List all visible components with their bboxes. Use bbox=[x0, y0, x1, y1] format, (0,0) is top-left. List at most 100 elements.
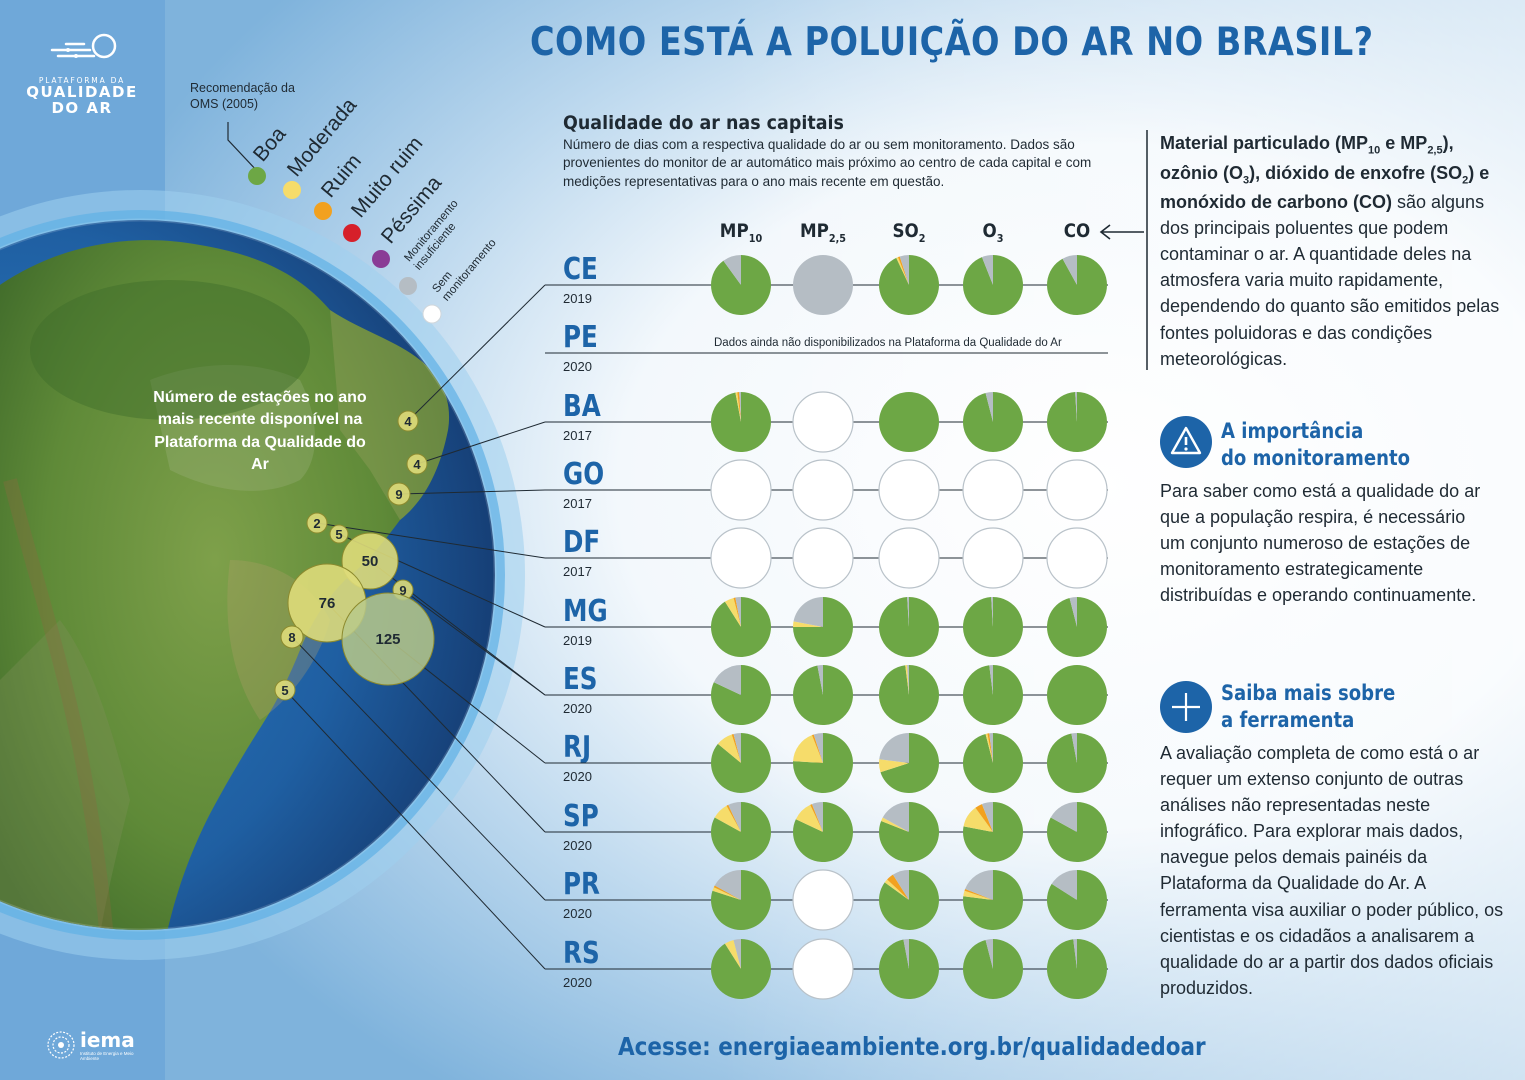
state-label: RS bbox=[563, 936, 600, 971]
pie-slice bbox=[714, 870, 741, 900]
pie-slice bbox=[884, 879, 909, 900]
column-header: MP10 bbox=[710, 220, 772, 245]
pie-slice bbox=[991, 597, 993, 627]
pie-RJ-4 bbox=[1047, 733, 1108, 793]
state-label: PR bbox=[563, 867, 600, 902]
pie-slice bbox=[1075, 392, 1077, 422]
pollutants-intro: Material particulado (MP10 e MP2,5), ozô… bbox=[1160, 130, 1508, 372]
pie-slice bbox=[726, 804, 741, 832]
column-header-base: MP bbox=[719, 220, 749, 242]
column-header: SO2 bbox=[878, 220, 940, 245]
pie-slice bbox=[1047, 665, 1107, 725]
pie-slice bbox=[712, 887, 741, 900]
pie-GO-3 bbox=[962, 459, 1024, 521]
platform-logo: PLATAFORMA DA QUALIDADE DO AR bbox=[26, 77, 138, 116]
pie-slice bbox=[989, 733, 993, 763]
state-label: MG bbox=[563, 594, 608, 629]
legend-dot bbox=[399, 277, 417, 295]
pie-MG-3 bbox=[962, 597, 1023, 658]
intro-rest: são alguns dos principais poluentes que … bbox=[1160, 192, 1500, 369]
pie-slice bbox=[985, 939, 993, 969]
pie-PR-2 bbox=[879, 870, 939, 930]
pie-slice bbox=[962, 527, 1024, 589]
pie-MG-1 bbox=[793, 597, 853, 657]
pie-RJ-2 bbox=[879, 733, 940, 794]
pie-slice bbox=[724, 597, 741, 627]
pie-CE-3 bbox=[963, 255, 1024, 316]
pie-slice bbox=[793, 735, 823, 763]
warning-icon bbox=[1160, 416, 1212, 468]
pie-slice bbox=[879, 733, 909, 763]
pie-SP-2 bbox=[879, 802, 940, 863]
pie-slice bbox=[717, 734, 741, 763]
pie-slice bbox=[817, 665, 823, 695]
pie-SP-0 bbox=[711, 802, 771, 863]
pie-slice bbox=[987, 733, 993, 763]
pie-slice bbox=[963, 939, 1024, 1000]
connector-line bbox=[284, 689, 546, 970]
pie-MG-2 bbox=[878, 597, 939, 658]
pie-DF-1 bbox=[792, 527, 854, 589]
pie-slice bbox=[879, 759, 909, 773]
pie-slice bbox=[985, 733, 993, 763]
pie-slice bbox=[733, 939, 741, 969]
intro-p1: Material particulado (MP bbox=[1160, 133, 1369, 153]
iema-name: iema bbox=[80, 1028, 135, 1052]
section-tool-text: A avaliação completa de como está o ar r… bbox=[1160, 743, 1504, 998]
pie-slice bbox=[880, 733, 940, 794]
pie-GO-2 bbox=[878, 459, 940, 521]
iema-logo-icon bbox=[47, 1031, 75, 1059]
pie-slice bbox=[735, 597, 741, 627]
pie-RJ-0 bbox=[710, 733, 771, 793]
pie-slice bbox=[811, 734, 823, 763]
pie-ES-1 bbox=[792, 665, 853, 726]
pie-slice bbox=[963, 807, 993, 832]
column-header-sub: 3 bbox=[996, 231, 1004, 245]
legend-dot bbox=[314, 202, 332, 220]
connector-line bbox=[316, 522, 546, 559]
pie-slice bbox=[879, 392, 939, 452]
state-label: RJ bbox=[563, 730, 592, 765]
pie-slice bbox=[714, 805, 741, 832]
pie-ES-3 bbox=[962, 665, 1023, 725]
map-caption: Número de estações no ano mais recente d… bbox=[153, 389, 367, 474]
station-bubble bbox=[280, 625, 304, 649]
station-count: 2 bbox=[313, 516, 320, 531]
column-header: MP2,5 bbox=[792, 220, 854, 245]
pie-slice bbox=[713, 665, 741, 695]
plus-icon[interactable] bbox=[1160, 681, 1212, 733]
pie-slice bbox=[907, 665, 909, 695]
pie-slice bbox=[792, 665, 853, 726]
pie-slice bbox=[962, 459, 1024, 521]
state-year: 2017 bbox=[563, 564, 592, 579]
pie-slice bbox=[710, 527, 772, 589]
pie-PR-1 bbox=[792, 869, 854, 931]
pie-slice bbox=[878, 459, 940, 521]
logo-wind-icon bbox=[50, 33, 117, 59]
pie-slice bbox=[975, 804, 993, 832]
state-label: GO bbox=[563, 457, 605, 492]
intro-p2-sub: 2,5 bbox=[1427, 144, 1443, 157]
state-label: CE bbox=[563, 252, 598, 287]
intro-p5: ) e monóxido de carbono (CO) bbox=[1160, 162, 1490, 213]
pie-slice bbox=[793, 621, 823, 627]
column-header-base: CO bbox=[1063, 220, 1091, 242]
intro-p3-sub: 3 bbox=[1242, 174, 1250, 187]
intro-bold: Material particulado (MP10 e MP2,5), ozô… bbox=[1160, 133, 1489, 212]
pie-RS-2 bbox=[879, 939, 940, 999]
footer-link[interactable]: Acesse: energiaeambiente.org.br/qualidad… bbox=[618, 1032, 1206, 1061]
column-header-base: O bbox=[982, 220, 997, 242]
pie-CE-0 bbox=[711, 255, 772, 315]
pie-slice bbox=[905, 665, 909, 695]
station-bubble bbox=[341, 592, 435, 686]
connector-line bbox=[398, 489, 546, 495]
pie-slice bbox=[735, 392, 741, 422]
pie-slice bbox=[963, 255, 1024, 316]
pie-slice bbox=[965, 870, 993, 900]
pie-slice bbox=[1047, 939, 1108, 999]
pie-slice bbox=[1051, 870, 1077, 900]
intro-p1-sub: 10 bbox=[1368, 144, 1381, 157]
pie-slice bbox=[733, 733, 741, 763]
divider-line bbox=[1146, 130, 1148, 370]
